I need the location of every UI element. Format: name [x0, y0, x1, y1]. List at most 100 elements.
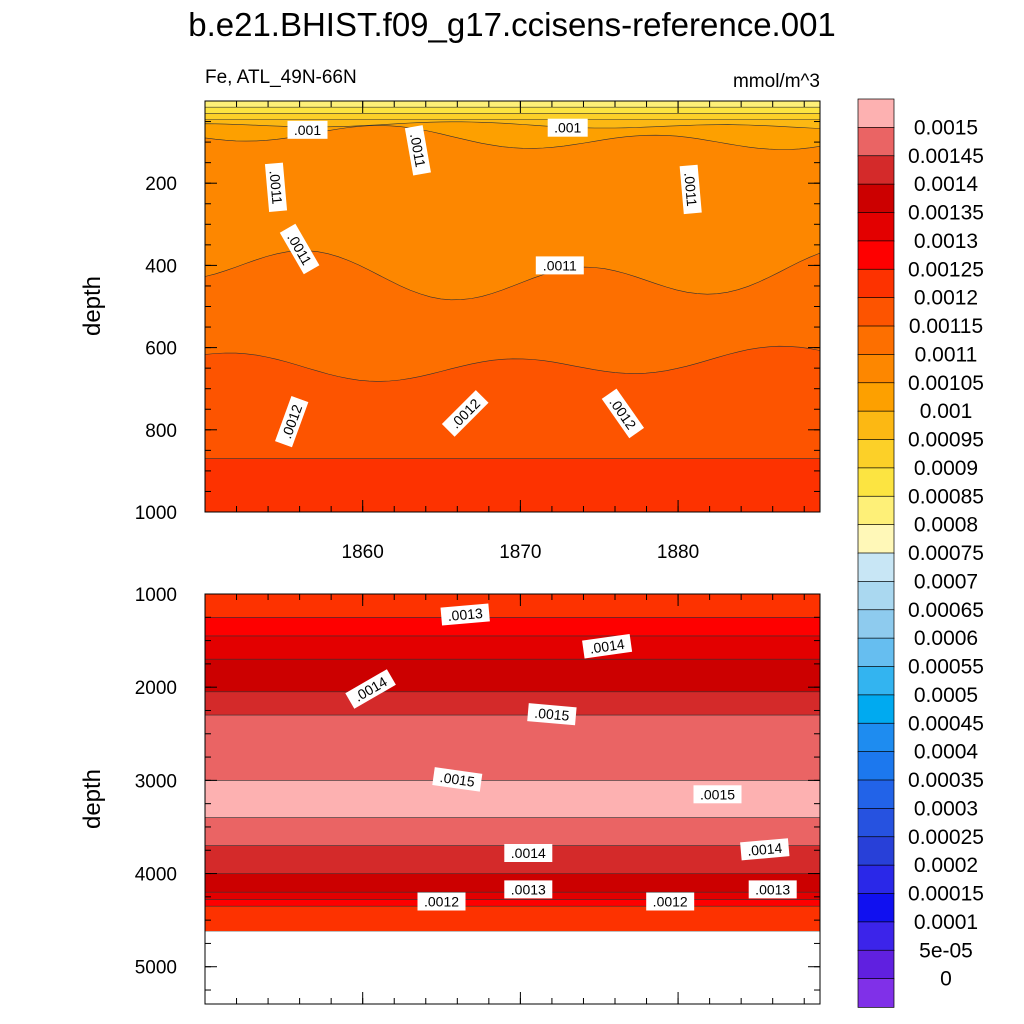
contour-label: .0015	[527, 703, 577, 726]
page-title: b.e21.BHIST.f09_g17.ccisens-reference.00…	[188, 6, 836, 43]
colorbar-swatch	[857, 808, 895, 838]
contour-label-box	[740, 838, 790, 861]
contour-label-box	[504, 880, 553, 899]
colorbar-swatch	[857, 552, 895, 583]
colorbar-swatch	[857, 98, 895, 129]
upper-filled-contours	[205, 101, 820, 512]
colorbar-label: 0.0006	[914, 627, 978, 650]
contour-band	[205, 511, 820, 512]
contour-label-box	[535, 256, 584, 275]
contour-label-text: .0013	[755, 881, 790, 897]
colorbar-label: 0.00075	[908, 542, 984, 565]
y-tick-label: 200	[145, 174, 177, 195]
colorbar-label: 0.0011	[915, 343, 978, 366]
contour-label-box	[504, 844, 553, 862]
x-tick-label: 1880	[657, 542, 699, 563]
contour-label: .0013	[440, 603, 490, 626]
colorbar-swatch	[857, 354, 895, 384]
colorbar-label: 5e-05	[919, 939, 973, 962]
contour-label-box	[601, 388, 645, 439]
colorbar-swatch	[857, 751, 895, 781]
contour-label-text: .0012	[424, 894, 459, 910]
colorbar-swatch	[857, 240, 895, 271]
y-tick-label: 1000	[135, 503, 177, 524]
colorbar-label: 0.0001	[914, 911, 978, 934]
colorbar: 0.0015 0.00145 0.0014 0.00135 0.0013 0.00125 0…	[857, 98, 984, 1008]
colorbar-swatch	[857, 268, 895, 299]
colorbar-label: 0.0005	[914, 684, 978, 707]
colorbar-swatch	[857, 978, 895, 1008]
y-tick-label: 5000	[135, 958, 177, 979]
lower-y-axis-title: depth	[79, 769, 106, 829]
contour-label-box	[417, 892, 466, 911]
contour-label-box	[432, 767, 483, 792]
x-tick-label: 1860	[342, 542, 384, 563]
colorbar-swatch	[857, 524, 895, 554]
colorbar-swatch	[857, 694, 895, 725]
contour-label: .0015	[693, 785, 742, 804]
contour-label-text: .0013	[511, 881, 546, 897]
contour-label: .0012	[646, 892, 695, 911]
colorbar-label: 0.0008	[914, 514, 978, 537]
contour-label-box	[679, 164, 702, 215]
contour-label-text: .0015	[700, 786, 735, 802]
colorbar-label: 0.00025	[908, 826, 984, 849]
colorbar-swatch	[857, 439, 895, 469]
colorbar-swatch	[857, 155, 895, 185]
contour-label: .0011	[264, 162, 288, 212]
contour-label: .0014	[504, 844, 553, 862]
colorbar-swatch	[857, 467, 895, 498]
colorbar-swatch	[857, 921, 895, 952]
contour-label: .001	[547, 118, 588, 137]
contour-label-text: .0015	[534, 705, 571, 724]
colorbar-label: 0.00045	[908, 712, 984, 735]
colorbar-label: 0.00125	[908, 258, 984, 281]
contour-label: .0012	[417, 892, 466, 911]
colorbar-label: 0.00105	[908, 372, 984, 395]
contour-label-text: .001	[294, 122, 321, 138]
lower-axes: 1000 2000 3000 4000 5000	[135, 585, 820, 1004]
upper-y-axis-title: depth	[79, 276, 106, 336]
colorbar-swatch	[857, 637, 895, 668]
colorbar-label: 0.00085	[908, 485, 984, 508]
contour-label-text: .0015	[439, 769, 476, 790]
contour-label-box	[440, 603, 490, 626]
upper-contour-panel: .001.001.0011.0011.0011.0011.0011.0012.0…	[79, 67, 821, 563]
contour-label-text: .001	[554, 120, 581, 136]
contour-label-box	[404, 125, 431, 176]
contour-label: .0014	[582, 633, 633, 659]
contour-label: .0011	[535, 256, 584, 275]
colorbar-label: 0.0003	[914, 797, 978, 820]
colorbar-label: 0.0015	[914, 116, 978, 139]
colorbar-swatch	[857, 722, 895, 753]
colorbar-swatch	[857, 410, 895, 441]
contour-label-text: .0011	[543, 257, 577, 273]
colorbar-label: 0.0014	[914, 173, 979, 196]
colorbar-swatch	[857, 297, 895, 327]
contour-label-text: .0014	[589, 636, 626, 657]
colorbar-swatch	[857, 893, 895, 923]
contour-label: .001	[287, 120, 328, 139]
contour-label-box	[279, 223, 320, 275]
contour-label: .0013	[748, 880, 797, 899]
contour-label-box	[527, 703, 577, 726]
x-tick-label: 1870	[499, 542, 541, 563]
contour-label-text: .0011	[267, 170, 286, 205]
lower-contour-panel: .0013.0014.0014.0015.0015.0015.0014.0014…	[79, 585, 821, 1005]
colorbar-label: 0.0013	[914, 230, 978, 253]
contour-label-box	[264, 162, 288, 212]
colorbar-label: 0.001	[920, 400, 973, 423]
upper-axes: 200 400 600 800 1000 1860 1870 1880	[135, 100, 820, 563]
colorbar-swatch	[857, 666, 895, 696]
colorbar-swatch	[857, 864, 895, 895]
colorbar-swatch	[857, 779, 895, 810]
colorbar-label: 0.00095	[908, 429, 984, 452]
contour-label-box	[275, 395, 309, 448]
contour-label-box	[547, 118, 588, 137]
lower-contour-labels: .0013.0014.0014.0015.0015.0015.0014.0014…	[345, 603, 797, 911]
colorbar-label: 0.0009	[914, 457, 978, 480]
contour-label-box	[693, 785, 742, 804]
contour-label: .0013	[504, 880, 553, 899]
y-tick-label: 2000	[135, 678, 177, 699]
